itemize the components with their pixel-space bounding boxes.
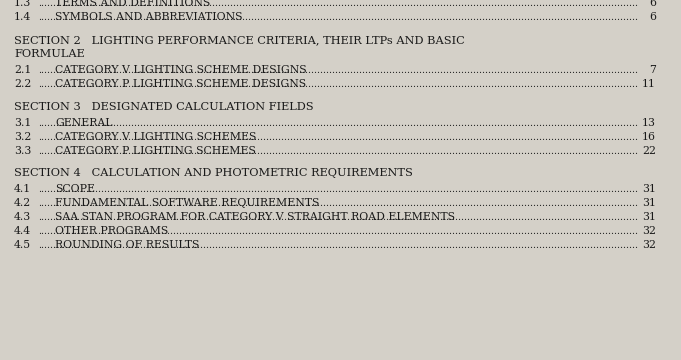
Text: ................................................................................: ........................................… [38,119,638,128]
Text: CATEGORY P LIGHTING SCHEME DESIGNS: CATEGORY P LIGHTING SCHEME DESIGNS [55,79,306,89]
Text: SECTION 2   LIGHTING PERFORMANCE CRITERIA, THEIR LTPs AND BASIC: SECTION 2 LIGHTING PERFORMANCE CRITERIA,… [14,35,464,45]
Text: SCOPE: SCOPE [55,184,95,194]
Text: 3.2: 3.2 [14,132,31,142]
Text: ................................................................................: ........................................… [38,199,638,208]
Text: SYMBOLS AND ABBREVIATIONS: SYMBOLS AND ABBREVIATIONS [55,12,242,22]
Text: 32: 32 [642,226,656,236]
Text: 4.1: 4.1 [14,184,31,194]
Text: ................................................................................: ........................................… [38,133,638,142]
Text: 31: 31 [642,184,656,194]
Text: 16: 16 [642,132,656,142]
Text: 3.3: 3.3 [14,146,31,156]
Text: 32: 32 [642,240,656,250]
Text: SAA STAN PROGRAM FOR CATEGORY V STRAIGHT ROAD ELEMENTS: SAA STAN PROGRAM FOR CATEGORY V STRAIGHT… [55,212,455,222]
Text: ................................................................................: ........................................… [38,227,638,236]
Text: 2.2: 2.2 [14,79,31,89]
Text: 4.4: 4.4 [14,226,31,236]
Text: 4.3: 4.3 [14,212,31,222]
Text: 22: 22 [642,146,656,156]
Text: 2.1: 2.1 [14,65,31,75]
Text: OTHER PROGRAMS: OTHER PROGRAMS [55,226,168,236]
Text: 1.4: 1.4 [14,12,31,22]
Text: CATEGORY V LIGHTING SCHEME DESIGNS: CATEGORY V LIGHTING SCHEME DESIGNS [55,65,306,75]
Text: FORMULAE: FORMULAE [14,49,84,59]
Text: TERMS AND DEFINITIONS: TERMS AND DEFINITIONS [55,0,210,8]
Text: GENERAL: GENERAL [55,118,112,128]
Text: SECTION 4   CALCULATION AND PHOTOMETRIC REQUIREMENTS: SECTION 4 CALCULATION AND PHOTOMETRIC RE… [14,168,413,178]
Text: ................................................................................: ........................................… [38,66,638,75]
Text: ROUNDING OF RESULTS: ROUNDING OF RESULTS [55,240,200,250]
Text: 31: 31 [642,198,656,208]
Text: ................................................................................: ........................................… [38,0,638,8]
Text: 4.5: 4.5 [14,240,31,250]
Text: CATEGORY V LIGHTING SCHEMES: CATEGORY V LIGHTING SCHEMES [55,132,256,142]
Text: 13: 13 [642,118,656,128]
Text: 3.1: 3.1 [14,118,31,128]
Text: FUNDAMENTAL SOFTWARE REQUIREMENTS: FUNDAMENTAL SOFTWARE REQUIREMENTS [55,198,319,208]
Text: CATEGORY P LIGHTING SCHEMES: CATEGORY P LIGHTING SCHEMES [55,146,256,156]
Text: 11: 11 [642,79,656,89]
Text: 7: 7 [649,65,656,75]
Text: ................................................................................: ........................................… [38,147,638,156]
Text: 6: 6 [649,0,656,8]
Text: ................................................................................: ........................................… [38,241,638,250]
Text: ................................................................................: ........................................… [38,213,638,222]
Text: SECTION 3   DESIGNATED CALCULATION FIELDS: SECTION 3 DESIGNATED CALCULATION FIELDS [14,102,314,112]
Text: 6: 6 [649,12,656,22]
Text: ................................................................................: ........................................… [38,80,638,89]
Text: 1.3: 1.3 [14,0,31,8]
Text: 4.2: 4.2 [14,198,31,208]
Text: ................................................................................: ........................................… [38,13,638,22]
Text: ................................................................................: ........................................… [38,185,638,194]
Text: 31: 31 [642,212,656,222]
